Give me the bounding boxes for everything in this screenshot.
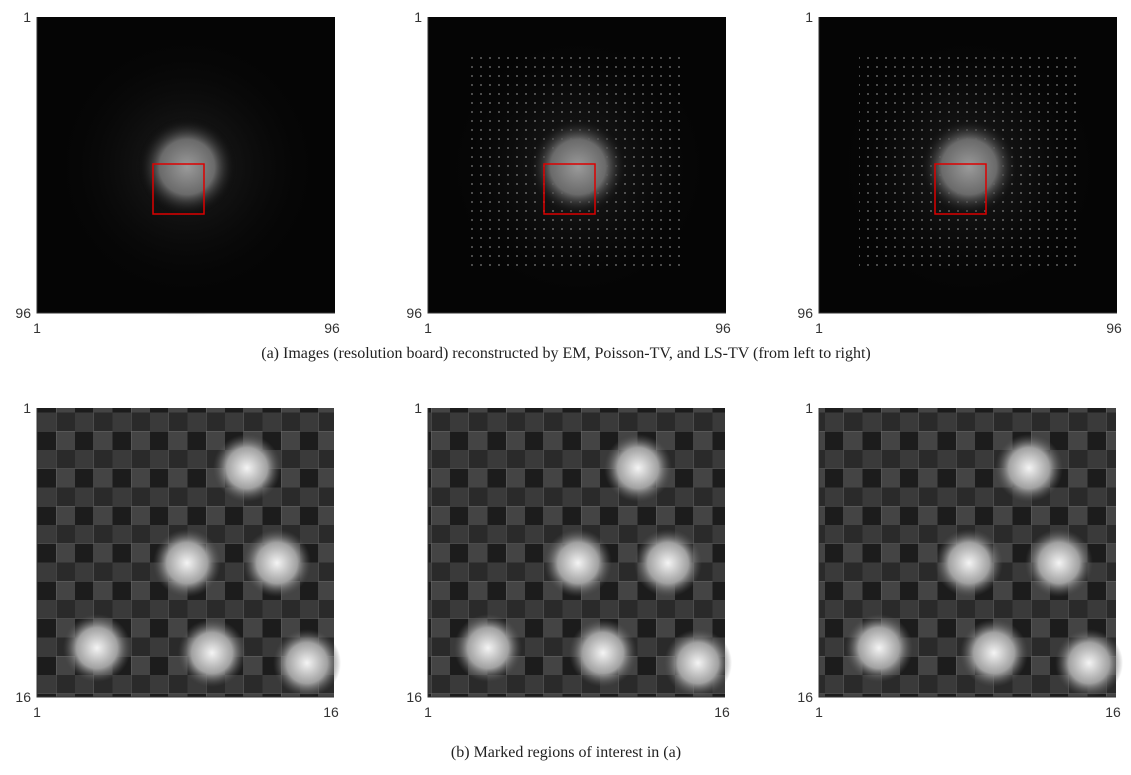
- object: [137, 117, 237, 217]
- bright-spot: [544, 529, 612, 597]
- y-tick-label: 1: [23, 9, 31, 25]
- bright-spot: [845, 614, 913, 682]
- bright-spot: [213, 434, 281, 502]
- bright-spot: [178, 619, 246, 687]
- y-tick-label: 96: [797, 305, 813, 321]
- x-tick-label: 1: [424, 704, 432, 720]
- x-tick-label: 1: [424, 320, 432, 336]
- bright-spot: [454, 614, 522, 682]
- bright-spot: [153, 529, 221, 597]
- bright-spot: [569, 619, 637, 687]
- x-tick-label: 96: [324, 320, 340, 336]
- bright-spot: [960, 619, 1028, 687]
- y-tick-label: 96: [406, 305, 422, 321]
- x-tick-label: 16: [323, 704, 339, 720]
- bright-spot: [604, 434, 672, 502]
- y-tick-label: 16: [15, 689, 31, 705]
- x-tick-label: 1: [815, 704, 823, 720]
- y-tick-label: 1: [805, 400, 813, 416]
- object: [528, 117, 628, 217]
- x-tick-label: 16: [714, 704, 730, 720]
- bright-spot: [63, 614, 131, 682]
- x-tick-label: 1: [33, 704, 41, 720]
- bright-spot: [1025, 529, 1093, 597]
- bright-spot: [243, 529, 311, 597]
- y-tick-label: 96: [15, 305, 31, 321]
- object: [919, 117, 1019, 217]
- y-tick-label: 16: [406, 689, 422, 705]
- bright-spot: [273, 629, 341, 697]
- x-tick-label: 96: [1106, 320, 1122, 336]
- x-tick-label: 16: [1105, 704, 1121, 720]
- y-tick-label: 1: [805, 9, 813, 25]
- x-tick-label: 1: [815, 320, 823, 336]
- caption: (b) Marked regions of interest in (a): [451, 744, 681, 761]
- caption: (a) Images (resolution board) reconstruc…: [261, 345, 871, 362]
- figure: 196196196196196196(a) Images (resolution…: [0, 0, 1131, 775]
- bright-spot: [935, 529, 1003, 597]
- x-tick-label: 1: [33, 320, 41, 336]
- x-tick-label: 96: [715, 320, 731, 336]
- y-tick-label: 1: [23, 400, 31, 416]
- bright-spot: [995, 434, 1063, 502]
- bright-spot: [634, 529, 702, 597]
- bright-spot: [1055, 629, 1123, 697]
- bright-spot: [664, 629, 732, 697]
- y-tick-label: 16: [797, 689, 813, 705]
- y-tick-label: 1: [414, 9, 422, 25]
- y-tick-label: 1: [414, 400, 422, 416]
